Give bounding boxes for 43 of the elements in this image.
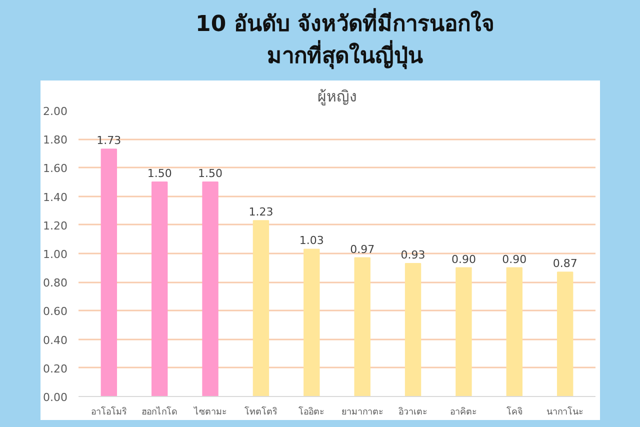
- x-tick-label: โทตโตริ: [244, 406, 278, 418]
- x-tick-label: โคจิ: [506, 406, 522, 418]
- bar: [556, 272, 574, 396]
- bar: [456, 267, 472, 396]
- y-tick-label: 1.60: [43, 162, 68, 176]
- data-label: 0.87: [552, 257, 578, 270]
- y-tick-label: 0.40: [43, 334, 68, 347]
- data-label: 1.03: [299, 234, 324, 248]
- bar: [506, 267, 523, 396]
- x-tick-label: โออิตะ: [298, 406, 325, 418]
- y-tick-label: 0.00: [43, 391, 68, 404]
- chart-subtitle: ผู้หญิง: [318, 88, 356, 106]
- data-label: 1.23: [248, 206, 274, 219]
- data-label: 0.97: [350, 242, 375, 256]
- bar: [252, 220, 270, 396]
- x-tick-label: ฮอกไกโด: [142, 406, 178, 418]
- x-tick-label: นากาโนะ: [546, 406, 584, 418]
- data-label: 0.93: [400, 248, 426, 262]
- y-tick-label: 0.20: [43, 362, 68, 376]
- y-tick-label: 0.60: [43, 305, 68, 318]
- bar: [202, 182, 218, 396]
- bar: [354, 257, 370, 396]
- data-label: 0.90: [502, 252, 527, 266]
- y-tick-label: 1.20: [43, 219, 68, 232]
- x-tick-label: ยามากาตะ: [341, 408, 384, 418]
- bar: [404, 263, 422, 396]
- y-tick-label: 0.80: [43, 276, 68, 290]
- chart-title: 10 อันดับ จังหวัดที่มีการนอกใจ มากที่สุดในญี่ปุ่น: [196, 9, 494, 72]
- x-tick-label: อาคิตะ: [450, 406, 478, 418]
- data-label: 1.73: [96, 134, 122, 148]
- bar: [304, 248, 320, 396]
- data-label: 0.90: [451, 252, 476, 266]
- y-tick-label: 1.40: [43, 190, 68, 204]
- x-tick-label: อิวาเตะ: [398, 406, 428, 418]
- y-tick-label: 1.80: [43, 134, 68, 147]
- bar: [151, 182, 168, 396]
- x-tick-label: อาโอโมริ: [90, 406, 127, 418]
- data-label: 1.50: [198, 167, 223, 180]
- bar: [100, 148, 118, 396]
- y-tick-label: 1.00: [43, 248, 68, 261]
- y-tick-label: 2.00: [43, 105, 68, 118]
- data-label: 1.50: [147, 167, 172, 180]
- x-tick-label: ไซตามะ: [192, 406, 227, 418]
